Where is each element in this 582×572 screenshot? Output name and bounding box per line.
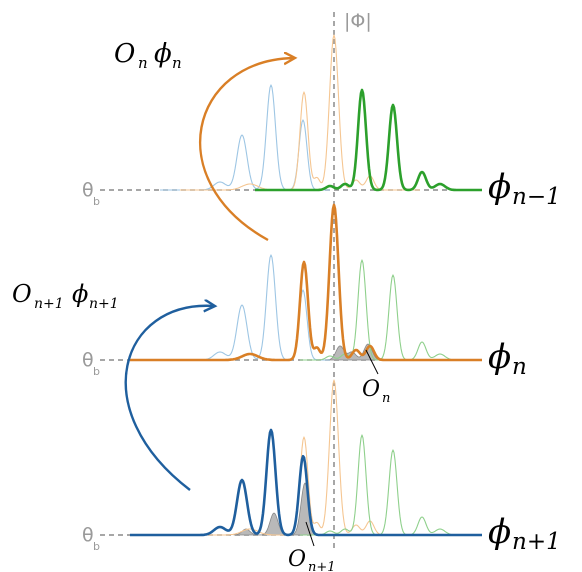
svg-text:n+1: n+1 <box>308 560 336 572</box>
svg-text:b: b <box>93 540 100 553</box>
svg-text:ϕ: ϕ <box>488 512 511 552</box>
theta-b-label-row3: θ b <box>82 524 100 553</box>
phi-n-1-orange-faint <box>180 34 420 191</box>
label-O-n1: O n+1 <box>288 547 336 572</box>
svg-text:O: O <box>362 377 380 402</box>
O-n1-pointer <box>305 521 315 547</box>
label-phi-n-minus-1: ϕ n−1 <box>488 167 561 210</box>
O-n-pointer <box>365 349 379 375</box>
svg-text:ϕ: ϕ <box>154 39 172 69</box>
svg-text:θ: θ <box>82 179 94 201</box>
phi-n-orange-curve <box>129 203 483 362</box>
phi-n1-blue-curve <box>129 428 483 537</box>
arrow-O-n1-phi-n1 <box>124 306 214 491</box>
svg-text:ϕ: ϕ <box>72 280 88 308</box>
svg-text:b: b <box>93 365 100 378</box>
arrow-O-n-phi-n <box>198 58 294 242</box>
svg-text:n+1: n+1 <box>89 296 119 312</box>
phi-n-1-blue-faint <box>160 84 330 191</box>
label-O-n1-phi-n1: O n+1 ϕ n+1 <box>12 280 119 312</box>
curves-group <box>129 34 483 537</box>
svg-text:n+1: n+1 <box>34 296 64 312</box>
svg-text:b: b <box>93 195 100 208</box>
theta-b-label-row2: θ b <box>82 349 100 378</box>
theta-b-label-row1: θ b <box>82 179 100 208</box>
svg-text:n: n <box>138 54 148 72</box>
svg-text:ϕ: ϕ <box>488 337 511 377</box>
svg-text:n: n <box>172 54 182 72</box>
svg-text:ϕ: ϕ <box>488 167 511 207</box>
label-phi-n-plus-1: ϕ n+1 <box>488 512 561 555</box>
label-O-n-phi-n: O n ϕ n <box>114 39 182 72</box>
label-phi-n: ϕ n <box>488 337 527 380</box>
phi-n-1-green-curve <box>254 88 483 192</box>
svg-text:n+1: n+1 <box>512 529 561 555</box>
svg-text:θ: θ <box>82 349 94 371</box>
svg-text:θ: θ <box>82 524 94 546</box>
svg-text:O: O <box>12 280 32 308</box>
svg-text:O: O <box>288 547 306 572</box>
svg-text:O: O <box>114 39 135 69</box>
phi-axis-label: |Φ| <box>344 10 372 32</box>
svg-text:n: n <box>512 354 527 380</box>
svg-text:n: n <box>382 391 390 406</box>
label-O-n: O n <box>362 377 390 406</box>
svg-text:n−1: n−1 <box>512 184 561 210</box>
